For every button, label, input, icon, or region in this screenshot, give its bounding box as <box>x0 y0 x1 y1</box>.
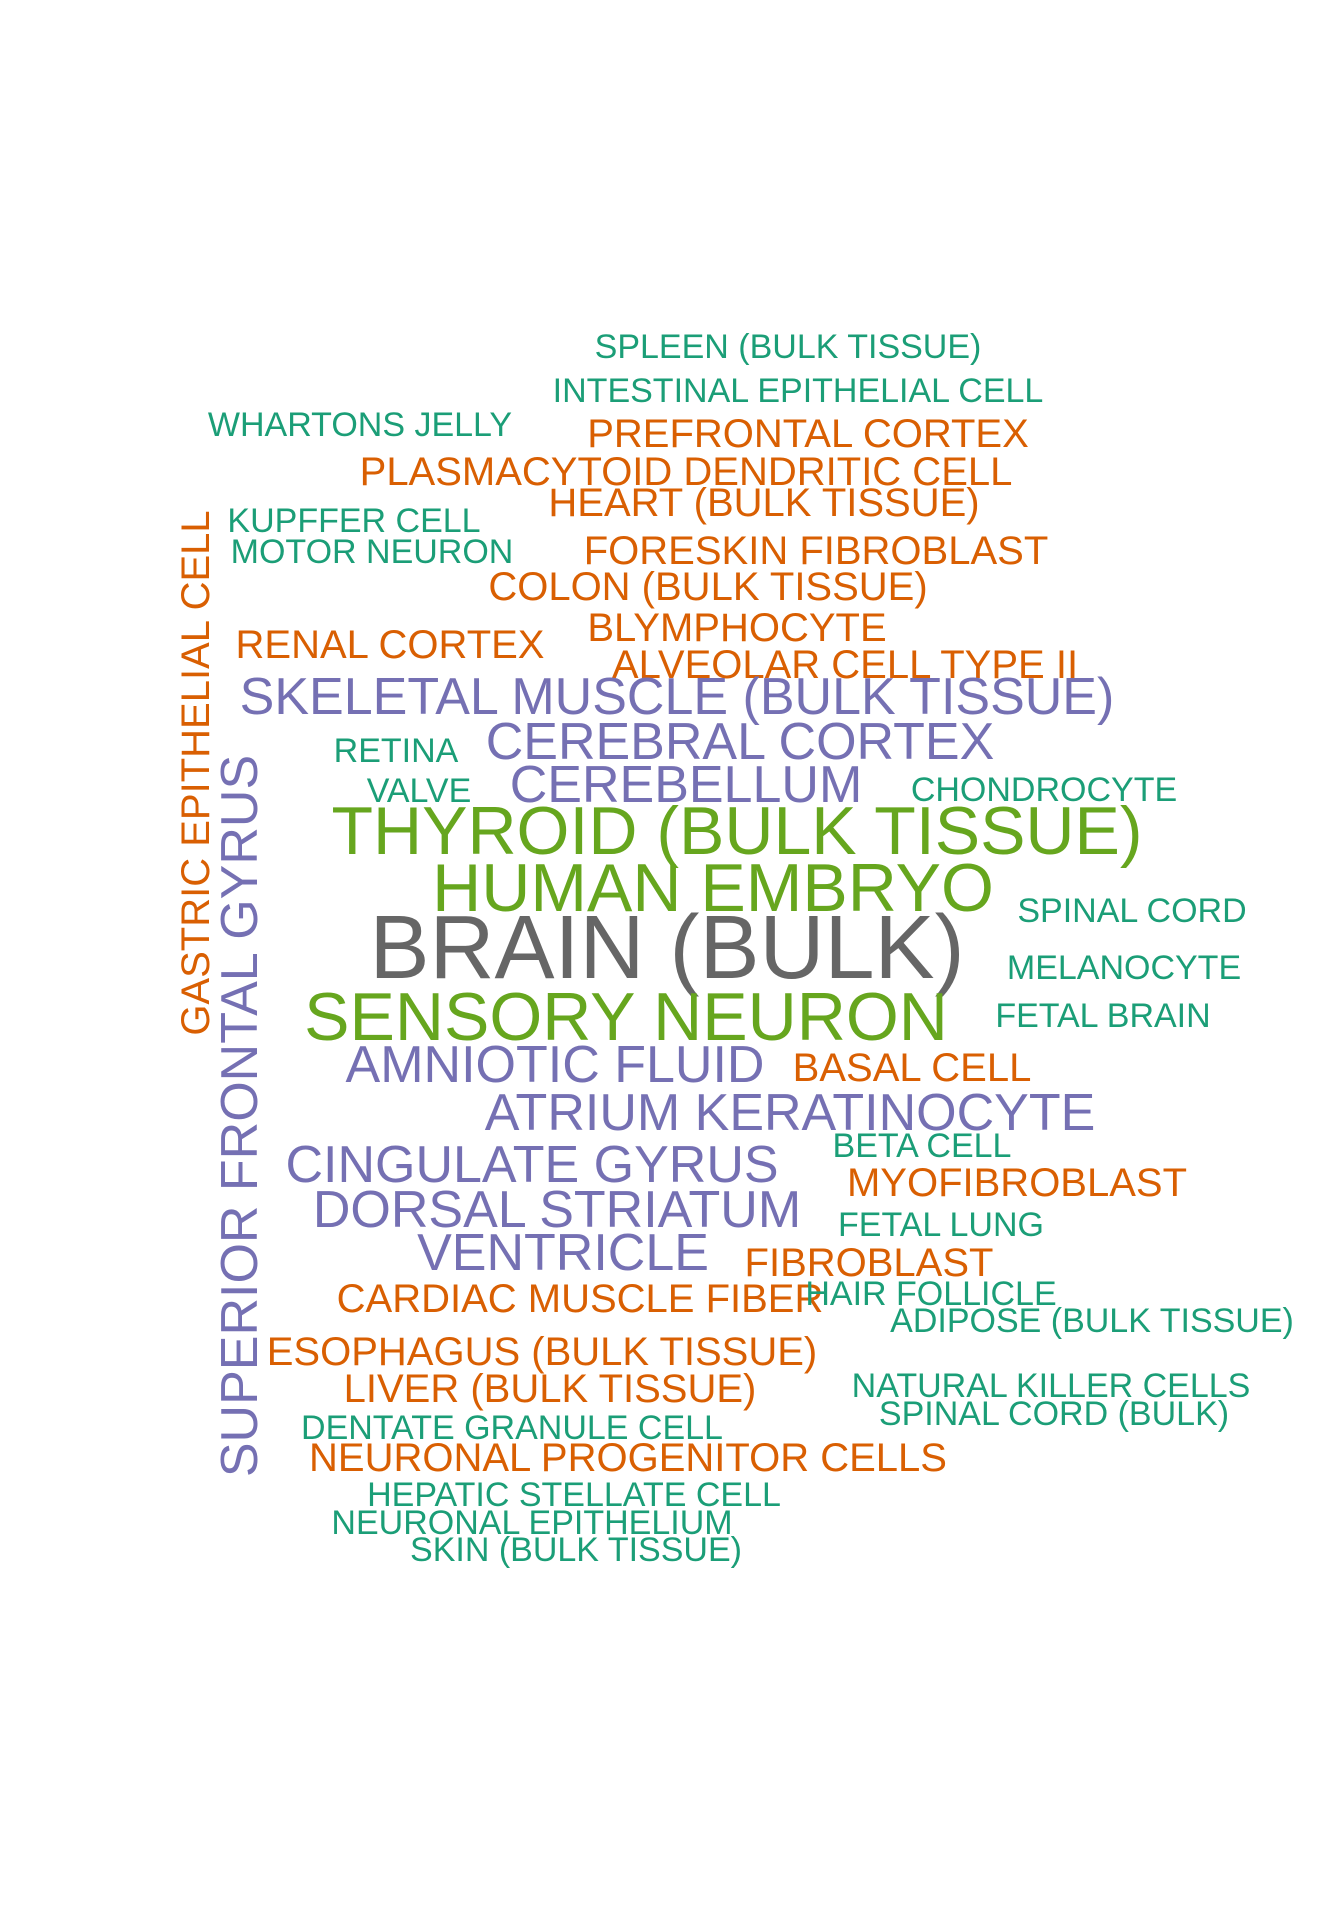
word-skin-bulk-tissue: SKIN (BULK TISSUE) <box>410 1531 742 1569</box>
word-spleen-bulk-tissue: SPLEEN (BULK TISSUE) <box>594 328 982 366</box>
word-motor-neuron: MOTOR NEURON <box>230 533 514 571</box>
word-skeletal-muscle-bulk-tissue: SKELETAL MUSCLE (BULK TISSUE) <box>239 668 1115 726</box>
word-basal-cell: BASAL CELL <box>792 1046 1032 1090</box>
word-prefrontal-cortex: PREFRONTAL CORTEX <box>587 412 1029 456</box>
word-superior-frontal-gyrus: SUPERIOR FRONTAL GYRUS <box>211 754 269 1478</box>
word-dentate-granule-cell: DENTATE GRANULE CELL <box>301 1409 723 1447</box>
word-renal-cortex: RENAL CORTEX <box>235 623 545 667</box>
word-colon-bulk-tissue: COLON (BULK TISSUE) <box>488 565 928 609</box>
word-brain-bulk: BRAIN (BULK) <box>369 898 965 998</box>
word-natural-killer-cells: NATURAL KILLER CELLS <box>851 1367 1251 1405</box>
word-whartons-jelly: WHARTONS JELLY <box>207 406 513 444</box>
word-dorsal-striatum: DORSAL STRIATUM <box>312 1181 802 1239</box>
word-ventricle: VENTRICLE <box>417 1224 709 1282</box>
word-myofibroblast: MYOFIBROBLAST <box>846 1161 1188 1205</box>
word-cerebral-cortex: CEREBRAL CORTEX <box>485 713 995 771</box>
word-cingulate-gyrus: CINGULATE GYRUS <box>285 1136 779 1194</box>
word-intestinal-epithelial-cell: INTESTINAL EPITHELIAL CELL <box>552 372 1044 410</box>
word-kupffer-cell: KUPFFER CELL <box>227 502 481 540</box>
word-blymphocyte: BLYMPHOCYTE <box>587 606 887 650</box>
word-hair-follicle: HAIR FOLLICLE <box>805 1275 1057 1313</box>
word-retina: RETINA <box>333 732 459 770</box>
word-amniotic-fluid: AMNIOTIC FLUID <box>345 1036 765 1094</box>
word-esophagus-bulk-tissue: ESOPHAGUS (BULK TISSUE) <box>266 1330 818 1374</box>
word-valve: VALVE <box>366 772 472 810</box>
word-liver-bulk-tissue: LIVER (BULK TISSUE) <box>343 1367 757 1411</box>
word-plasmacytoid-dendritic-cell: PLASMACYTOID DENDRITIC CELL <box>359 450 1013 494</box>
word-fibroblast: FIBROBLAST <box>744 1241 994 1285</box>
word-hepatic-stellate-cell: HEPATIC STELLATE CELL <box>367 1476 781 1514</box>
word-spinal-cord: SPINAL CORD <box>1017 892 1247 930</box>
word-atrium-keratinocyte: ATRIUM KERATINOCYTE <box>484 1084 1096 1142</box>
word-foreskin-fibroblast: FORESKIN FIBROBLAST <box>583 529 1049 573</box>
word-adipose-bulk-tissue: ADIPOSE (BULK TISSUE) <box>890 1302 1294 1340</box>
word-chondrocyte: CHONDROCYTE <box>910 771 1178 809</box>
word-neuronal-progenitor-cells: NEURONAL PROGENITOR CELLS <box>309 1436 947 1480</box>
word-cardiac-muscle-fiber: CARDIAC MUSCLE FIBER <box>336 1277 824 1321</box>
word-melanocyte: MELANOCYTE <box>1006 949 1242 987</box>
word-fetal-brain: FETAL BRAIN <box>995 997 1211 1035</box>
word-neuronal-epithelium: NEURONAL EPITHELIUM <box>331 1504 733 1542</box>
word-human-embryo: HUMAN EMBRYO <box>432 850 994 926</box>
word-heart-bulk-tissue: HEART (BULK TISSUE) <box>548 481 980 525</box>
word-gastric-epithelial-cell: GASTRIC EPITHELIAL CELL <box>174 510 218 1036</box>
word-alveolar-cell-type-ii: ALVEOLAR CELL TYPE II <box>611 643 1079 687</box>
word-beta-cell: BETA CELL <box>832 1127 1012 1165</box>
word-thyroid-bulk-tissue: THYROID (BULK TISSUE) <box>331 793 1143 869</box>
word-cerebellum: CEREBELLUM <box>509 756 863 814</box>
word-sensory-neuron: SENSORY NEURON <box>304 979 948 1055</box>
word-fetal-lung: FETAL LUNG <box>838 1206 1044 1244</box>
word-spinal-cord-bulk: SPINAL CORD (BULK) <box>878 1395 1230 1433</box>
